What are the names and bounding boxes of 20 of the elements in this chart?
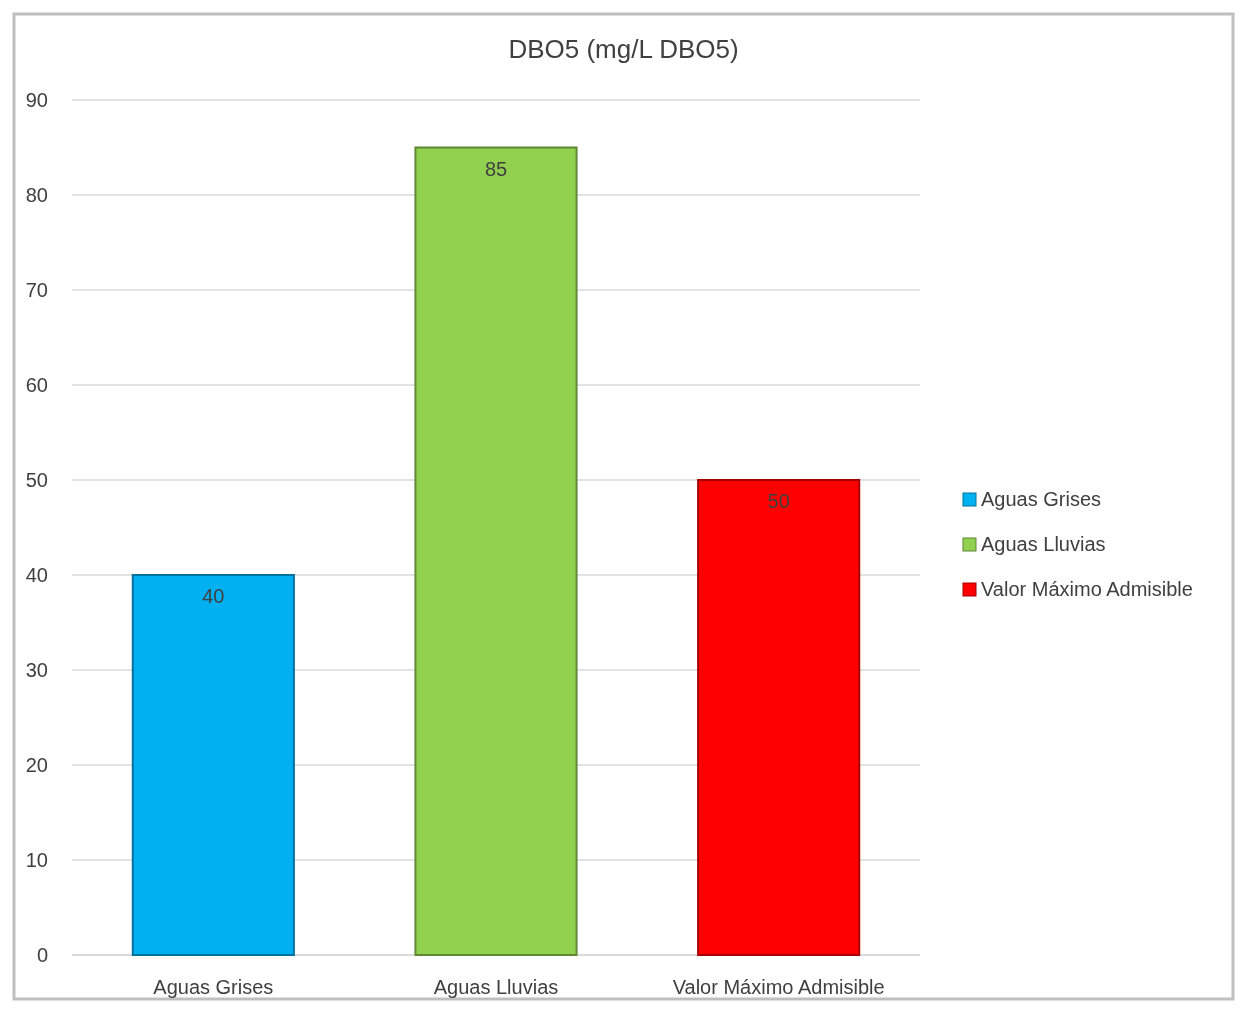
y-tick-label: 40 <box>25 564 48 586</box>
y-tick-label: 90 <box>25 89 48 111</box>
legend-label: Valor Máximo Admisible <box>981 578 1193 600</box>
y-tick-label: 20 <box>25 754 48 776</box>
legend-label: Aguas Lluvias <box>981 533 1106 555</box>
y-tick-label: 60 <box>25 374 48 396</box>
x-tick-label: Aguas Lluvias <box>433 976 559 998</box>
y-tick-label: 10 <box>25 849 48 871</box>
y-tick-label: 30 <box>25 659 48 681</box>
chart-title: DBO5 (mg/L DBO5) <box>508 34 739 64</box>
y-tick-label: 80 <box>25 184 48 206</box>
y-tick-label: 0 <box>36 944 48 966</box>
data-label: 40 <box>202 585 225 607</box>
y-tick-label: 70 <box>25 279 48 301</box>
legend-label: Aguas Grises <box>981 488 1102 510</box>
x-tick-label: Valor Máximo Admisible <box>672 976 885 998</box>
data-label: 85 <box>484 157 508 180</box>
y-tick-label: 50 <box>25 469 48 491</box>
x-tick-label: Aguas Grises <box>153 976 274 998</box>
data-label: 50 <box>767 490 790 512</box>
